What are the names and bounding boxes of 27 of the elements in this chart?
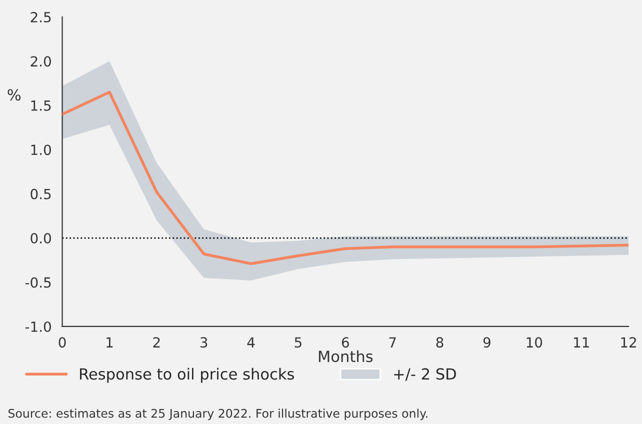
y-tick-label: 1.0 bbox=[31, 144, 51, 156]
y-axis-title: % bbox=[8, 89, 21, 101]
y-tick-label: 2.5 bbox=[30, 12, 51, 22]
legend-label: Response to oil price shocks bbox=[80, 368, 294, 383]
x-tick-label: 0 bbox=[58, 337, 66, 348]
line-series bbox=[62, 90, 629, 266]
x-axis-title: Months bbox=[318, 350, 373, 362]
y-tick-label: -0.5 bbox=[25, 277, 51, 288]
x-tick-label: 5 bbox=[294, 337, 302, 348]
y-tick-label: 1.5 bbox=[31, 100, 51, 111]
source-note: Source: estimates as at 25 January 2022. For illustrative purposes only. bbox=[8, 408, 428, 420]
x-tick-label: 12 bbox=[621, 337, 636, 348]
y-tick-label: 0.5 bbox=[30, 188, 51, 200]
y-tick-label: 0.0 bbox=[30, 233, 51, 244]
x-tick-label: 9 bbox=[483, 337, 490, 348]
text: +/- 2 SD bbox=[394, 368, 456, 381]
x-tick-label: 6 bbox=[342, 337, 349, 348]
x-tick-label: 8 bbox=[436, 337, 444, 348]
y-tick-label: -1.0 bbox=[25, 321, 51, 332]
x-tick-label: 2 bbox=[153, 337, 160, 348]
x-tick-label: 4 bbox=[247, 337, 255, 348]
x-tick-label: 1 bbox=[106, 337, 113, 348]
x-tick-label: 3 bbox=[200, 337, 208, 348]
x-tick-label: 11 bbox=[574, 337, 589, 348]
y-tick-label: 2.0 bbox=[30, 56, 51, 67]
x-tick-label: 10 bbox=[526, 337, 542, 348]
x-tick-label: 7 bbox=[389, 337, 396, 348]
